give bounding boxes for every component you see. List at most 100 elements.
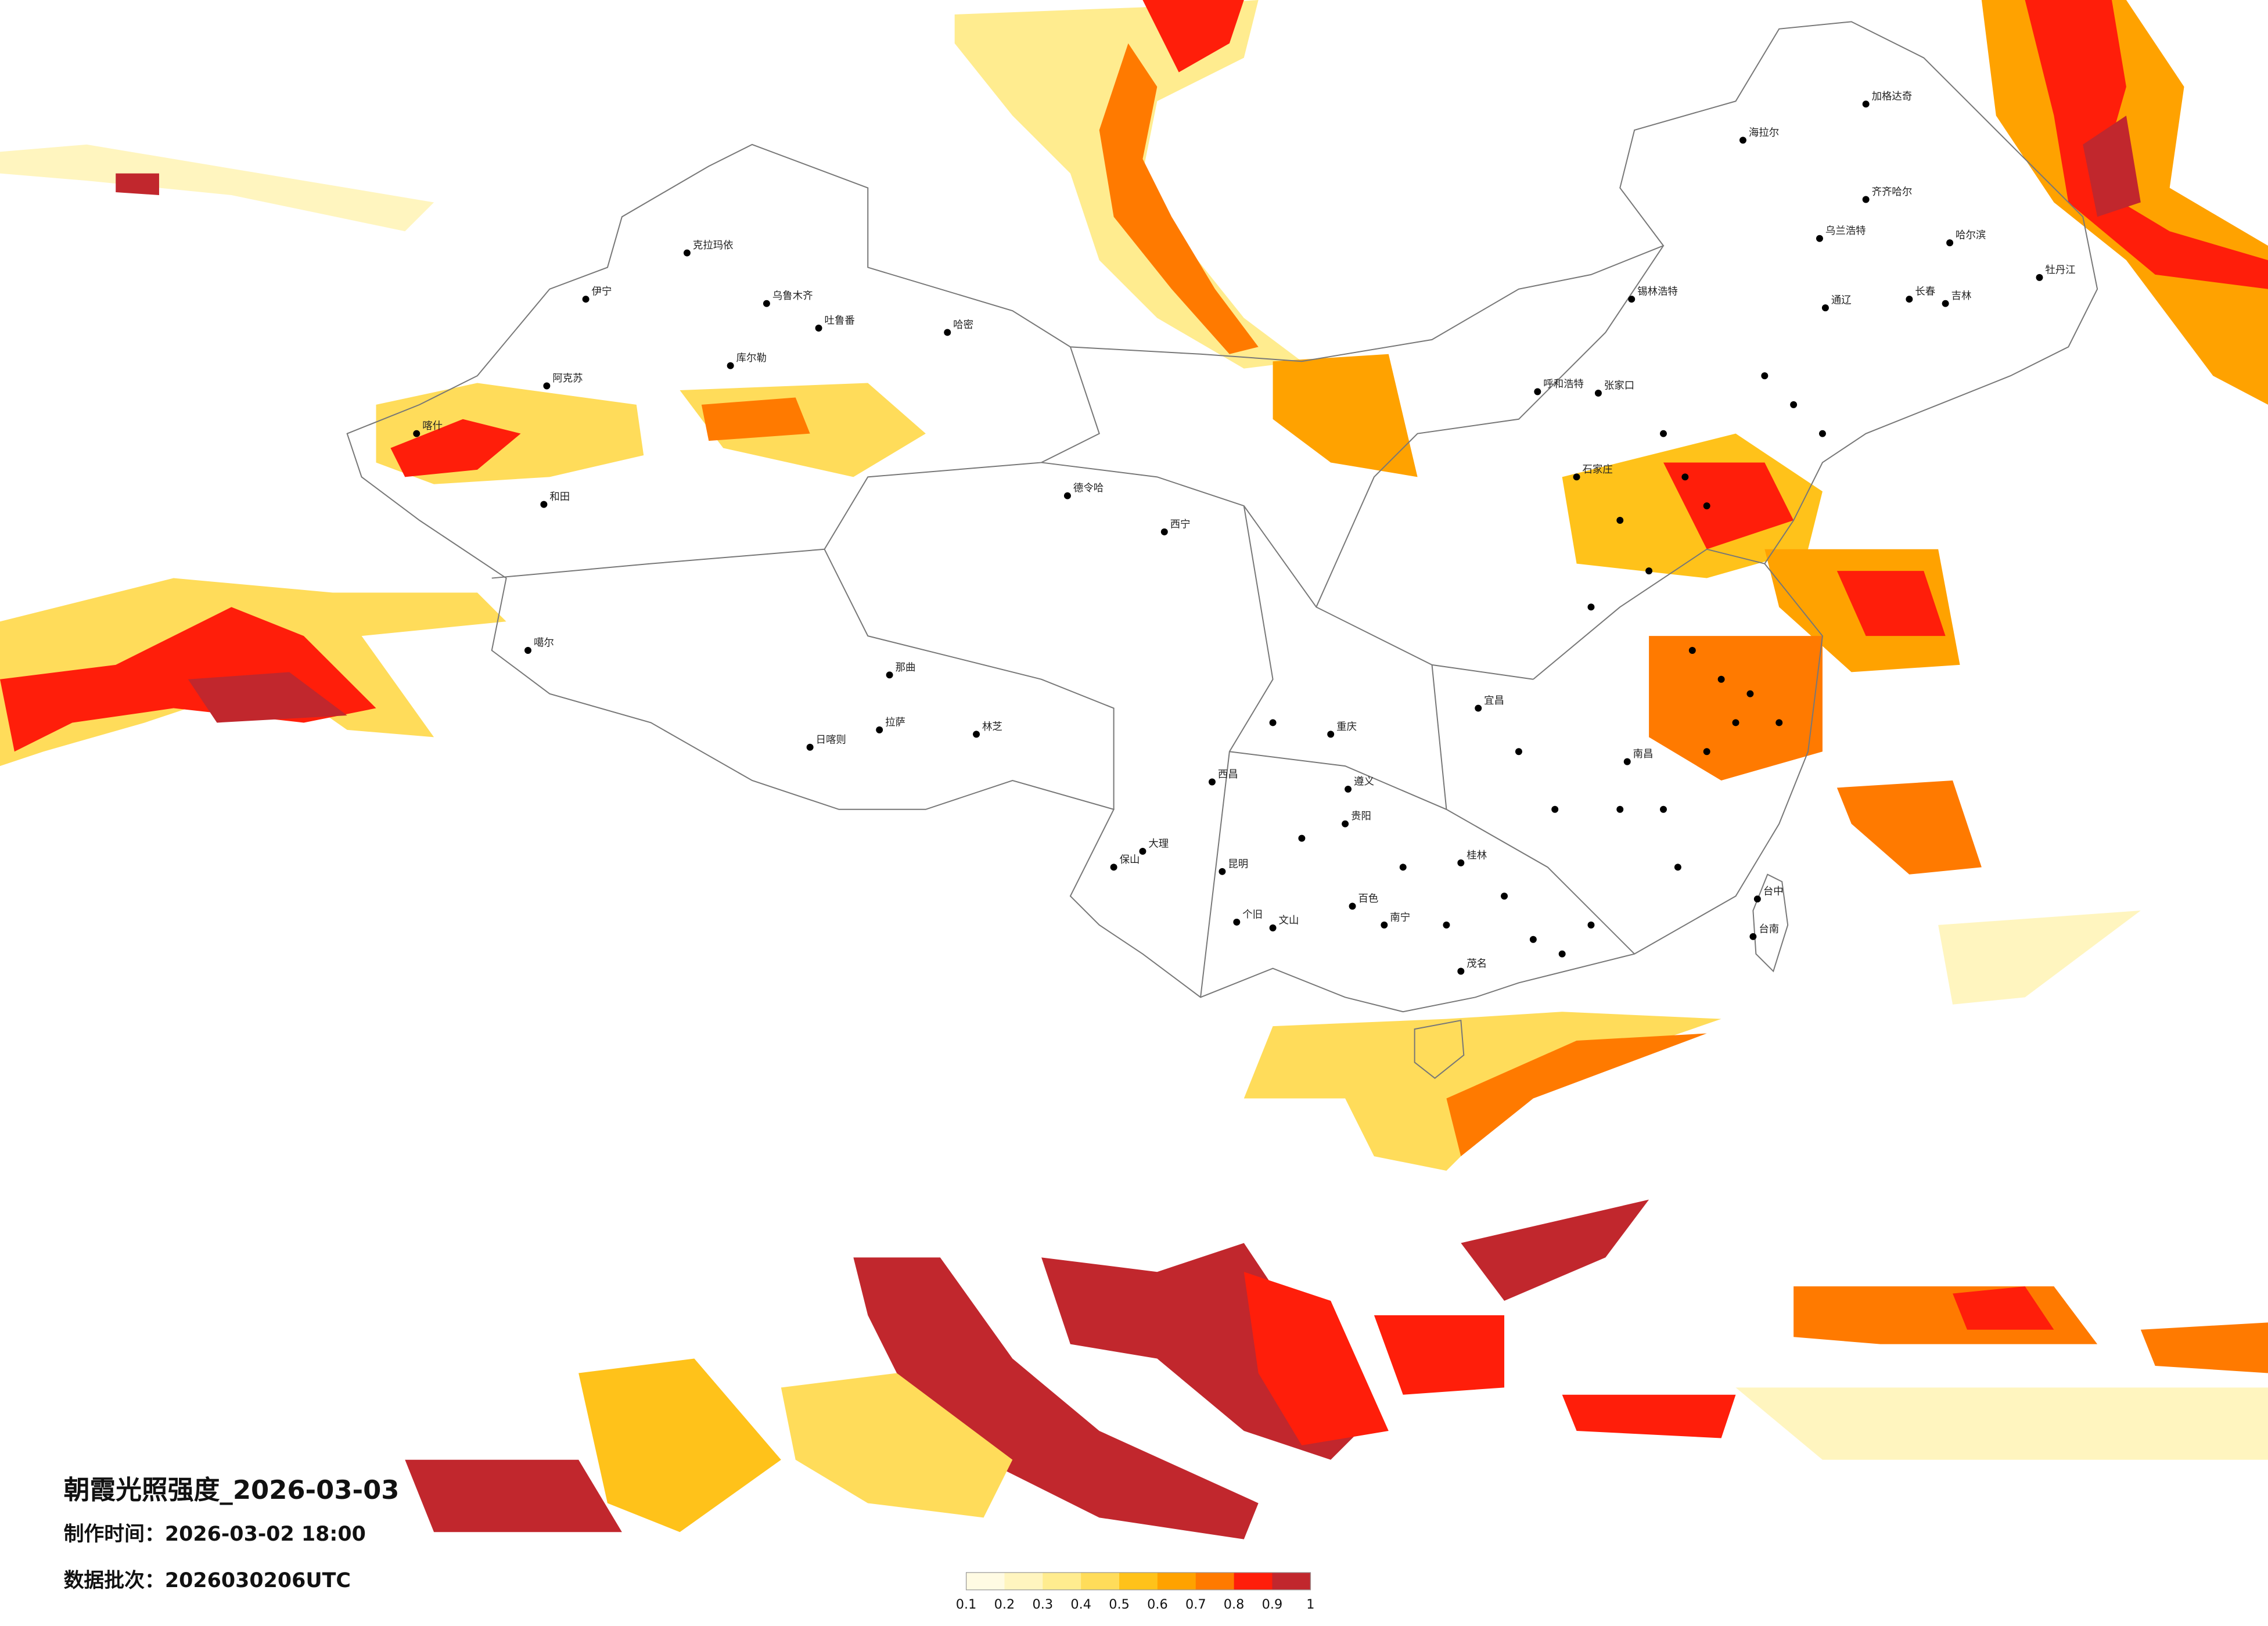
heat-area	[1953, 1286, 2054, 1330]
city-dot	[1457, 967, 1465, 975]
city-label: 日喀则	[816, 734, 846, 746]
city-label: 南昌	[1633, 749, 1654, 760]
city-label: 林芝	[982, 721, 1002, 733]
city-dot	[1587, 603, 1595, 611]
city-label: 贵阳	[1351, 811, 1371, 822]
city-label: 喀什	[422, 420, 443, 432]
heat-area	[2025, 0, 2268, 289]
heat-area	[1735, 1387, 2268, 1460]
city-dot	[1790, 401, 1798, 408]
city-dot	[1501, 893, 1508, 900]
city-label: 张家口	[1604, 380, 1634, 392]
city-dot	[1457, 859, 1465, 866]
legend-swatch	[1234, 1572, 1273, 1590]
city-label: 库尔勒	[736, 352, 767, 364]
city-dot	[1660, 430, 1667, 437]
city-dot	[1688, 647, 1696, 654]
city-dot	[1645, 567, 1653, 575]
city-dot	[413, 430, 420, 437]
city-label: 遵义	[1354, 776, 1374, 787]
province-line	[491, 245, 1765, 998]
map-title: 朝霞光照强度_2026-03-03	[64, 1474, 400, 1505]
city-dot	[1732, 719, 1739, 726]
city-dot	[886, 671, 893, 679]
city-dot	[1558, 950, 1566, 958]
city-label: 文山	[1279, 915, 1299, 926]
heat-area	[853, 1257, 1259, 1539]
city-label: 保山	[1120, 854, 1140, 866]
city-dot	[1475, 704, 1482, 712]
heat-area	[390, 419, 521, 477]
heat-area	[1649, 636, 1823, 780]
city-dot	[1587, 921, 1595, 929]
city-label: 拉萨	[885, 717, 905, 728]
city-dot	[1219, 868, 1226, 875]
city-label: 西昌	[1218, 769, 1238, 780]
city-label: 阿克苏	[552, 373, 583, 384]
city-label: 德令哈	[1073, 483, 1104, 494]
legend-tick-label: 0.7	[1185, 1597, 1206, 1612]
city-dot	[1681, 473, 1689, 481]
city-dot	[524, 647, 531, 654]
city-dot	[815, 325, 822, 332]
island-outline	[1414, 1019, 1465, 1079]
city-dot	[1816, 235, 1823, 242]
city-dot	[1821, 304, 1829, 312]
city-dot	[1775, 719, 1783, 726]
city-dot	[1534, 388, 1541, 395]
city-dot	[2036, 274, 2043, 281]
city-dot	[1942, 300, 1949, 307]
city-dot	[1233, 918, 1241, 926]
city-label: 哈尔滨	[1956, 230, 1986, 242]
legend-tick-label: 0.5	[1109, 1597, 1130, 1612]
heat-area	[1663, 462, 1794, 549]
city-label: 海拉尔	[1749, 127, 1779, 139]
city-dot	[1623, 758, 1631, 765]
city-label: 桂林	[1467, 850, 1487, 861]
city-label: 通辽	[1831, 295, 1852, 307]
city-label: 克拉玛依	[693, 240, 734, 251]
city-dot	[1703, 502, 1710, 510]
city-dot	[1399, 864, 1407, 871]
city-dot	[763, 300, 770, 307]
heat-area	[2083, 116, 2141, 217]
city-dot	[1515, 748, 1522, 756]
island-outline	[1752, 873, 1789, 973]
city-dot	[1628, 296, 1636, 303]
city-label: 那曲	[896, 662, 916, 674]
heat-area	[1562, 1394, 1736, 1438]
city-dot	[1862, 100, 1870, 108]
heat-area	[701, 397, 810, 441]
legend-swatch	[1004, 1572, 1044, 1590]
legend-swatch	[1043, 1572, 1081, 1590]
city-dot	[1160, 528, 1168, 535]
city-dot	[876, 726, 883, 733]
city-dot	[1862, 196, 1870, 203]
city-label: 呼和浩特	[1543, 379, 1584, 390]
heat-area	[1938, 911, 2141, 1005]
city-label: 大理	[1148, 838, 1169, 850]
city-dot	[1327, 731, 1335, 738]
city-dot	[1139, 847, 1146, 855]
city-dot	[1269, 924, 1277, 931]
legend-tick-label: 0.8	[1224, 1597, 1245, 1612]
city-dot	[543, 382, 551, 390]
heat-area	[1099, 43, 1259, 354]
city-label: 吉林	[1951, 290, 1972, 302]
heat-area	[1793, 1286, 2098, 1344]
city-dot	[1269, 719, 1277, 726]
city-label: 牡丹江	[2045, 264, 2075, 276]
city-dot	[1749, 933, 1757, 940]
legend: 0.1 0.2 0.3 0.4 0.5 0.6 0.7 0.8 0.9 1	[956, 1572, 1314, 1612]
city-dot	[1818, 430, 1826, 437]
city-dot	[1110, 864, 1117, 871]
city-dot	[1616, 517, 1624, 524]
city-label: 吐鲁番	[825, 315, 855, 327]
legend-tick-label: 0.4	[1070, 1597, 1091, 1612]
city-dot	[1739, 136, 1746, 144]
city-label: 齐齐哈尔	[1872, 186, 1913, 198]
city-dot	[1946, 239, 1954, 247]
city-dot	[1660, 805, 1667, 813]
city-dot	[1349, 902, 1356, 910]
